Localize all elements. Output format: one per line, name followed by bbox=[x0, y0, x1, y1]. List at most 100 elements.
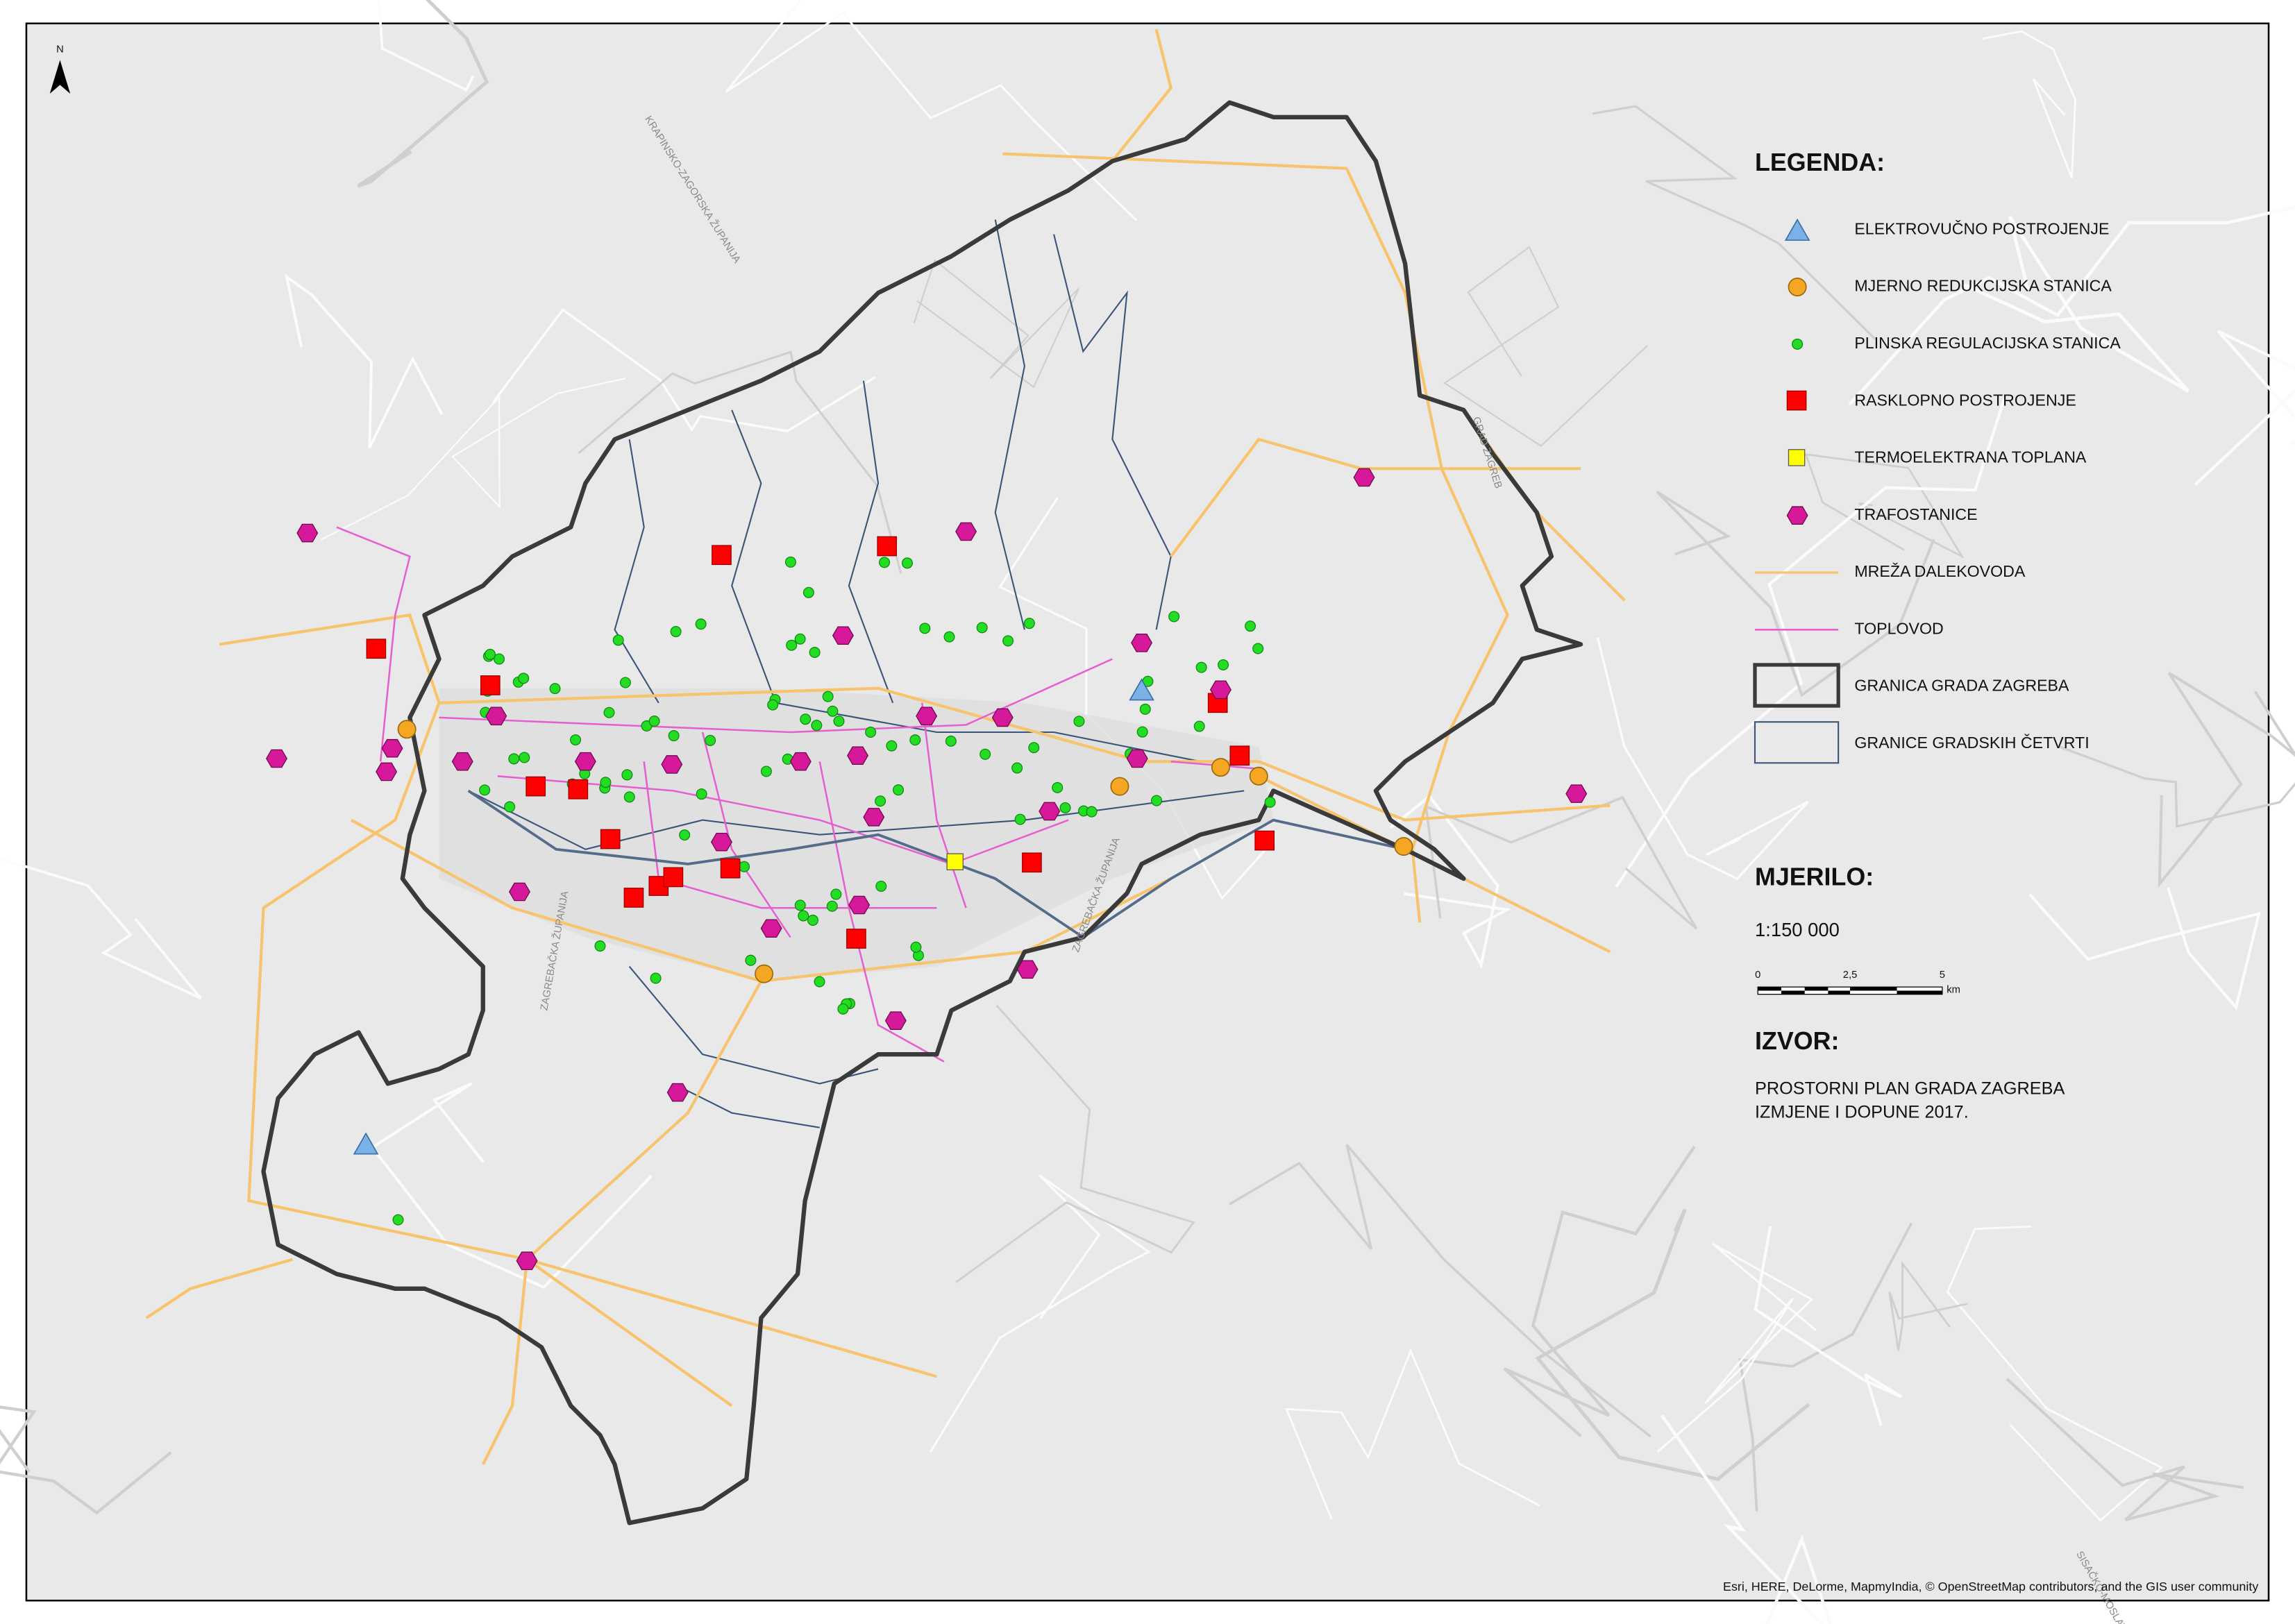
heating-pipe bbox=[439, 658, 1113, 734]
legend-symbol bbox=[1786, 390, 1807, 411]
gas-station bbox=[886, 740, 898, 752]
gas-station bbox=[830, 888, 842, 900]
district-boundary bbox=[1053, 234, 1172, 630]
scale: MJERILO: 1:150 000 0 2,5 5 km bbox=[1755, 863, 1960, 995]
urban-area bbox=[439, 688, 1274, 981]
power-line bbox=[526, 980, 763, 1261]
basemap-line bbox=[357, 0, 489, 188]
substation bbox=[847, 746, 869, 766]
power-line bbox=[1258, 760, 1611, 822]
basemap-line bbox=[929, 1174, 1151, 1453]
traction-substation bbox=[1129, 678, 1154, 701]
gas-station bbox=[519, 752, 530, 763]
switching-station bbox=[526, 776, 546, 797]
gas-station bbox=[809, 646, 821, 659]
gas-station bbox=[621, 769, 633, 781]
substation bbox=[916, 707, 938, 726]
gas-station bbox=[603, 707, 615, 718]
gas-station bbox=[392, 1214, 404, 1226]
district-boundary bbox=[994, 219, 1025, 630]
heating-pipe bbox=[497, 775, 1069, 865]
gas-station bbox=[650, 972, 662, 984]
basemap-line bbox=[1660, 1414, 1833, 1624]
substation bbox=[789, 752, 812, 771]
attribution: Esri, HERE, DeLorme, MapmyIndia, © OpenS… bbox=[1723, 1580, 2258, 1593]
gas-station bbox=[1151, 795, 1163, 806]
substation bbox=[863, 808, 885, 827]
gas-station bbox=[807, 914, 818, 926]
gas-station bbox=[1028, 742, 1040, 754]
legend-symbol bbox=[1753, 663, 1840, 708]
gas-station bbox=[1052, 781, 1064, 793]
north-arrow-icon bbox=[49, 60, 71, 94]
source: IZVOR: PROSTORNI PLAN GRADA ZAGREBA IZMJ… bbox=[1755, 1027, 2065, 1122]
gas-station bbox=[739, 861, 750, 872]
features bbox=[265, 468, 1588, 1271]
legend-title: LEGENDA: bbox=[1755, 149, 1885, 176]
north-label: N bbox=[56, 44, 64, 56]
basemap-line bbox=[1284, 1348, 1540, 1520]
gas-station bbox=[910, 941, 922, 953]
gas-station bbox=[679, 829, 691, 841]
substation bbox=[508, 882, 530, 902]
basemap-line bbox=[0, 1405, 172, 1515]
substation bbox=[574, 752, 596, 771]
basemap-line bbox=[725, 0, 1138, 221]
substation bbox=[1039, 802, 1061, 821]
gas-station bbox=[696, 788, 707, 800]
metering-station bbox=[397, 720, 417, 739]
scale-label: 0 bbox=[1755, 970, 1760, 981]
basemap-line bbox=[1804, 453, 1965, 559]
power-line bbox=[1170, 437, 1581, 558]
heating-pipe bbox=[818, 761, 945, 1063]
switching-station bbox=[1254, 830, 1275, 851]
city-boundary bbox=[261, 100, 1583, 1525]
substation bbox=[666, 1083, 689, 1102]
basemap-line bbox=[2194, 330, 2295, 486]
substation bbox=[884, 1011, 907, 1030]
gas-station bbox=[1245, 620, 1256, 632]
legend-label: PLINSKA REGULACIJSKA STANICA bbox=[1854, 334, 2121, 352]
gas-station bbox=[518, 673, 530, 684]
gas-station bbox=[800, 713, 812, 725]
gas-station bbox=[479, 784, 491, 796]
substation bbox=[1131, 634, 1153, 652]
gas-station bbox=[794, 633, 806, 645]
gas-station bbox=[549, 683, 561, 695]
switching-station bbox=[846, 929, 866, 949]
gas-station bbox=[1136, 726, 1148, 738]
basemap-line bbox=[377, 0, 475, 92]
scale-ratio: 1:150 000 bbox=[1755, 919, 1840, 940]
switching-station bbox=[663, 867, 684, 888]
gas-station bbox=[1011, 762, 1023, 774]
basemap-line bbox=[321, 378, 626, 541]
substation bbox=[1209, 680, 1231, 700]
source-title: IZVOR: bbox=[1755, 1027, 1839, 1055]
basemap-line bbox=[1982, 30, 2076, 179]
substation bbox=[832, 626, 854, 645]
gas-station bbox=[919, 623, 931, 634]
gas-station bbox=[980, 748, 991, 760]
legend-symbol bbox=[1788, 449, 1806, 466]
gas-station bbox=[600, 777, 612, 788]
switching-station bbox=[366, 638, 387, 659]
gas-station bbox=[798, 910, 809, 922]
gas-station bbox=[1195, 661, 1207, 673]
basemap-line bbox=[1738, 1222, 1913, 1512]
basemap-line bbox=[2158, 671, 2295, 888]
gas-station bbox=[594, 940, 606, 952]
metering-station bbox=[1394, 837, 1413, 856]
power-line bbox=[1002, 152, 1510, 923]
substation bbox=[296, 523, 319, 543]
basemap-line bbox=[1615, 397, 2006, 888]
legend-label: MREŽA DALEKOVODA bbox=[1854, 562, 2026, 580]
scale-label: 5 bbox=[1940, 970, 1945, 981]
substation bbox=[991, 708, 1014, 727]
heating-pipe bbox=[336, 526, 411, 762]
basemap-line bbox=[955, 1004, 1195, 1283]
gas-station bbox=[909, 734, 921, 746]
substation bbox=[451, 752, 473, 771]
gas-station bbox=[784, 556, 796, 568]
scale-unit: km bbox=[1947, 984, 1960, 995]
